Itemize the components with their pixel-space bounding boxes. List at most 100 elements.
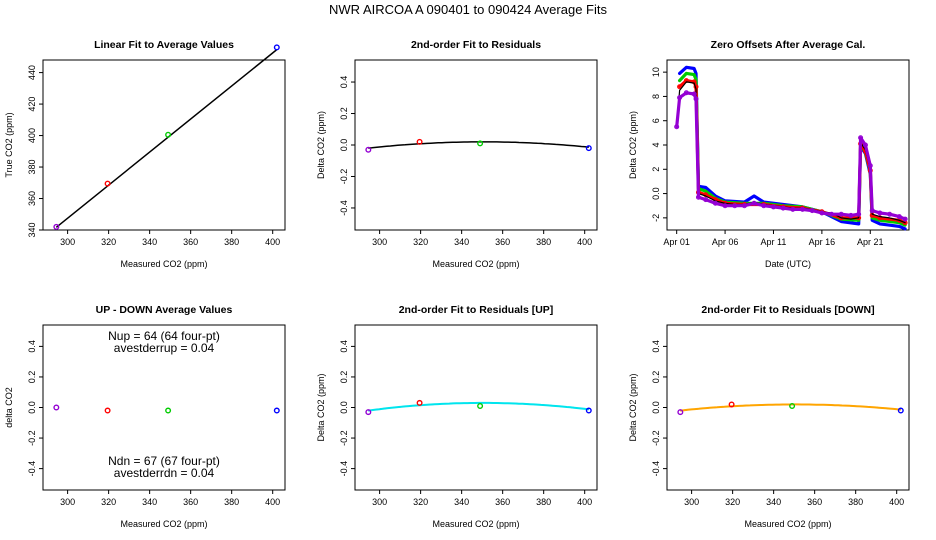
series-point-red bbox=[677, 84, 683, 90]
y-axis-label: Delta CO2 (ppm) bbox=[316, 373, 326, 441]
x-tick-label: 300 bbox=[372, 237, 387, 247]
x-axis-label: Measured CO2 (ppm) bbox=[744, 519, 831, 529]
x-tick-label: 360 bbox=[495, 497, 510, 507]
chart-p2: 2nd-order Fit to Residuals 300 320 340 360 38… bbox=[316, 39, 598, 269]
x-tick-label: 320 bbox=[413, 497, 428, 507]
data-point bbox=[477, 402, 484, 409]
series-point-purple bbox=[800, 206, 806, 212]
x-axis-label: Measured CO2 (ppm) bbox=[432, 259, 519, 269]
y-tick-label: 0.0 bbox=[339, 401, 349, 414]
y-tick-label: -0.2 bbox=[339, 430, 349, 446]
series-point-purple bbox=[780, 205, 786, 211]
data-point bbox=[273, 44, 280, 51]
data-point bbox=[585, 145, 592, 152]
y-tick-label: 340 bbox=[27, 222, 37, 237]
data-point bbox=[416, 399, 423, 406]
x-tick-label: 360 bbox=[495, 237, 510, 247]
data-point bbox=[53, 404, 60, 411]
data-point bbox=[677, 409, 684, 416]
x-tick-label: 380 bbox=[224, 237, 239, 247]
series-point-purple bbox=[695, 194, 701, 200]
chart-title: Linear Fit to Average Values bbox=[94, 39, 234, 51]
series-point-purple bbox=[751, 200, 757, 206]
series-point-purple bbox=[896, 214, 902, 220]
x-axis-label: Measured CO2 (ppm) bbox=[120, 519, 207, 529]
y-tick-label: -0.4 bbox=[27, 461, 37, 477]
series-point-purple bbox=[829, 211, 835, 217]
x-tick-label: 320 bbox=[101, 237, 116, 247]
y-tick-label: 6 bbox=[651, 118, 661, 123]
y-tick-label: 0.0 bbox=[27, 401, 37, 414]
y-axis-label: True CO2 (ppm) bbox=[4, 112, 14, 177]
y-tick-label: 0.4 bbox=[339, 340, 349, 353]
x-tick-label: 360 bbox=[183, 237, 198, 247]
series-point-purple bbox=[722, 203, 728, 209]
x-tick-label: 320 bbox=[725, 497, 740, 507]
x-tick-label: 360 bbox=[183, 497, 198, 507]
fit-curve bbox=[55, 49, 278, 228]
series-point-purple bbox=[677, 95, 683, 101]
x-axis-label: Measured CO2 (ppm) bbox=[432, 519, 519, 529]
x-tick-label: Apr 06 bbox=[712, 237, 739, 247]
chart-p6: 2nd-order Fit to Residuals [DOWN] 300 320 3… bbox=[628, 304, 910, 529]
data-point bbox=[365, 146, 372, 153]
chart-title: 2nd-order Fit to Residuals [DOWN] bbox=[701, 304, 874, 316]
x-tick-label: 320 bbox=[101, 497, 116, 507]
x-tick-label: 380 bbox=[848, 497, 863, 507]
y-tick-label: 420 bbox=[27, 97, 37, 112]
plot-frame bbox=[42, 59, 286, 231]
x-tick-label: 400 bbox=[889, 497, 904, 507]
chart-p5: 2nd-order Fit to Residuals [UP] 300 320 340… bbox=[316, 304, 598, 529]
y-tick-label: -0.2 bbox=[27, 430, 37, 446]
y-tick-label: -0.2 bbox=[651, 430, 661, 446]
series-point-purple bbox=[902, 216, 908, 222]
y-tick-label: 0.4 bbox=[339, 76, 349, 89]
y-tick-label: -0.4 bbox=[339, 200, 349, 216]
y-tick-label: 10 bbox=[651, 67, 661, 77]
series-point-purple bbox=[856, 211, 862, 217]
y-tick-label: 0.2 bbox=[651, 371, 661, 384]
y-tick-label: 4 bbox=[651, 142, 661, 147]
series-point-purple bbox=[691, 91, 697, 97]
data-point bbox=[585, 407, 592, 414]
y-tick-label: 0.0 bbox=[651, 187, 661, 200]
series-point-purple bbox=[838, 211, 844, 217]
series-point-purple bbox=[712, 200, 718, 206]
series-point-purple bbox=[867, 163, 873, 169]
data-point bbox=[104, 180, 111, 187]
series-point-purple bbox=[693, 96, 699, 102]
data-point bbox=[273, 407, 280, 414]
series-point-purple bbox=[790, 206, 796, 212]
x-axis-label: Date (UTC) bbox=[765, 259, 811, 269]
x-tick-label: Apr 21 bbox=[857, 237, 884, 247]
x-tick-label: 300 bbox=[60, 497, 75, 507]
series-point-purple bbox=[869, 208, 875, 214]
figure-suptitle: NWR AIRCOA A 090401 to 090424 Average Fi… bbox=[329, 2, 607, 17]
y-axis-label: Delta CO2 (ppm) bbox=[316, 111, 326, 179]
x-tick-label: 380 bbox=[224, 497, 239, 507]
y-tick-label: 360 bbox=[27, 191, 37, 206]
y-tick-label: 0.0 bbox=[651, 401, 661, 414]
x-axis-label: Measured CO2 (ppm) bbox=[120, 259, 207, 269]
x-tick-label: 360 bbox=[807, 497, 822, 507]
data-point bbox=[365, 409, 372, 416]
x-tick-label: Apr 01 bbox=[663, 237, 690, 247]
y-tick-label: 0.2 bbox=[339, 107, 349, 120]
series-point-purple bbox=[858, 135, 864, 141]
annotation-up-stderr: avestderrup = 0.04 bbox=[114, 341, 215, 355]
series-point-purple bbox=[741, 203, 747, 209]
chart-p3: Zero Offsets After Average Cal. Apr 01 Apr… bbox=[628, 39, 910, 269]
x-tick-label: 400 bbox=[577, 237, 592, 247]
chart-p1: Linear Fit to Average Values 300 320 340 360… bbox=[4, 39, 286, 269]
chart-title: Zero Offsets After Average Cal. bbox=[711, 39, 866, 51]
y-tick-label: -0.4 bbox=[339, 461, 349, 477]
data-point bbox=[104, 407, 111, 414]
x-tick-label: 340 bbox=[142, 497, 157, 507]
series-point-purple bbox=[703, 197, 709, 203]
data-point bbox=[897, 407, 904, 414]
y-tick-label: -0.2 bbox=[339, 169, 349, 185]
data-point bbox=[728, 401, 735, 408]
y-axis-label: Delta CO2 (ppm) bbox=[628, 111, 638, 179]
x-tick-label: 300 bbox=[372, 497, 387, 507]
